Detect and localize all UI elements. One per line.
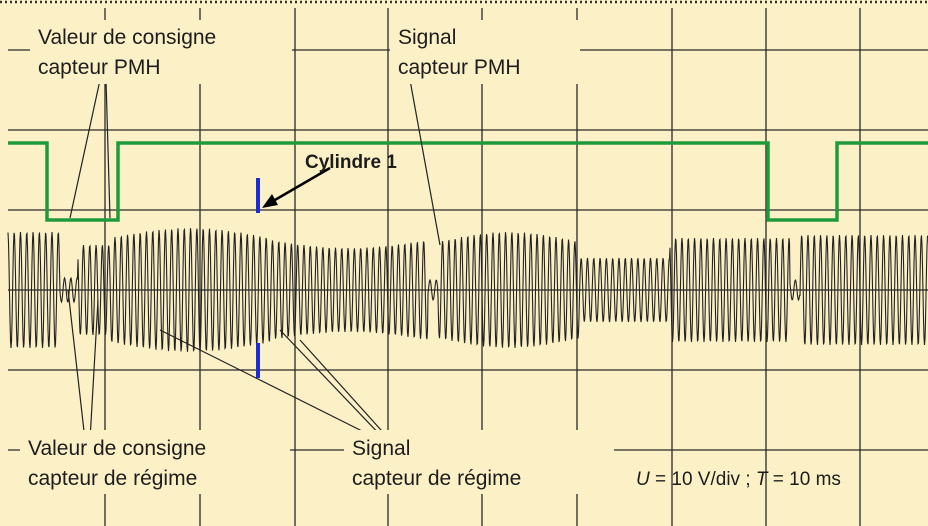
leader-lines (67, 79, 441, 441)
text: = 10 ms (768, 469, 841, 490)
label: Signal (398, 26, 456, 49)
marker-label: Cylindre 1 (305, 152, 397, 173)
marker-arrow (267, 166, 331, 206)
symbol: U (636, 469, 650, 490)
label: Signal (352, 437, 410, 460)
marker-arrowhead (262, 194, 278, 208)
label: capteur de régime (352, 467, 521, 490)
scale-label: U = 10 V/div ; T = 10 ms (636, 469, 841, 490)
label: capteur PMH (398, 56, 521, 79)
label: capteur de régime (28, 467, 197, 490)
label-backgrounds (20, 20, 614, 494)
text: = 10 V/div ; (650, 469, 756, 490)
label: capteur PMH (38, 56, 161, 79)
label: Valeur de consigne (28, 437, 206, 460)
label: Valeur de consigne (38, 26, 216, 49)
symbol: T (756, 469, 769, 490)
tdc-sensor-signal (8, 141, 928, 222)
speed-sensor-signal (7, 227, 928, 353)
